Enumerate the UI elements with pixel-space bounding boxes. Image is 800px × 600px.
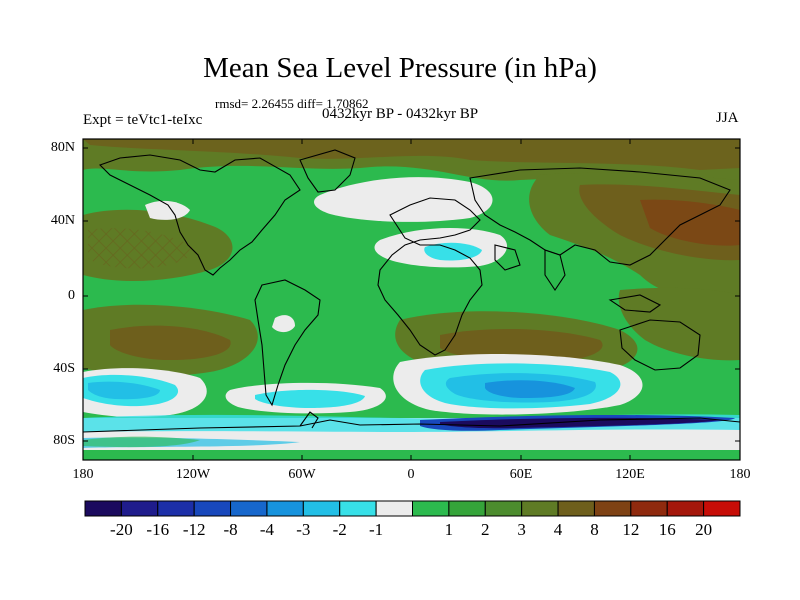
colorbar-swatch — [375, 500, 414, 517]
colorbar-label: -12 — [182, 520, 206, 539]
x-tick-label: 180 — [729, 467, 751, 482]
x-tick-label: 60E — [509, 467, 533, 482]
colorbar-label: -2 — [332, 520, 347, 539]
rmsd-diff-stats: rmsd= 2.26455 diff= 1.70862 — [215, 96, 369, 111]
colorbar-label: 3 — [517, 520, 526, 539]
y-tick-label: 80S — [53, 433, 75, 448]
colorbar-swatch — [302, 500, 341, 517]
contour-fields — [83, 139, 740, 460]
x-tick-label: 180 — [72, 467, 94, 482]
colorbar-swatch — [521, 500, 559, 517]
experiment-label: Expt = teVtc1-teIxc — [83, 112, 203, 128]
y-tick-label: 0 — [68, 288, 75, 303]
colorbar-swatch — [266, 500, 304, 517]
colorbar-label: 8 — [590, 520, 599, 539]
x-tick-label: 60W — [288, 467, 316, 482]
x-tick-label: 0 — [407, 467, 415, 482]
colorbar-swatch — [84, 500, 122, 517]
colorbar-swatch — [593, 500, 632, 517]
axis-ticks — [83, 139, 740, 460]
colorbar-label: -1 — [369, 520, 384, 539]
colorbar-swatch — [339, 500, 377, 517]
colorbar-label: -4 — [259, 520, 275, 539]
period-label: 0432kyr BP - 0432kyr BP — [322, 106, 479, 122]
map-title: Mean Sea Level Pressure (in hPa) — [203, 52, 597, 84]
x-tick-label: 120E — [615, 467, 645, 482]
colorbar-label: 2 — [481, 520, 490, 539]
colorbar-swatch — [666, 500, 705, 517]
colorbar-label: -8 — [223, 520, 238, 539]
colorbar-swatch — [120, 500, 159, 517]
colorbar-label: 4 — [553, 520, 563, 539]
colorbar-label: 1 — [444, 520, 454, 539]
season-label: JJA — [716, 110, 739, 126]
colorbar-swatch — [630, 500, 668, 517]
colorbar — [84, 500, 741, 517]
colorbar-swatch — [703, 500, 741, 517]
coastlines — [83, 149, 740, 433]
colorbar-swatch — [157, 500, 195, 517]
colorbar-label: -20 — [110, 520, 133, 539]
colorbar-swatch — [193, 500, 232, 517]
y-tick-label: 40S — [53, 361, 75, 376]
colorbar-label: 16 — [658, 520, 676, 539]
colorbar-swatch — [557, 500, 595, 517]
colorbar-swatch — [412, 500, 450, 517]
colorbar-label: -3 — [296, 520, 311, 539]
y-tick-label: 40N — [50, 213, 75, 228]
colorbar-label: 12 — [622, 520, 640, 539]
colorbar-swatch — [448, 500, 486, 517]
x-tick-label: 120W — [175, 467, 211, 482]
colorbar-label: 20 — [695, 520, 713, 539]
colorbar-swatch — [230, 500, 268, 517]
y-tick-label: 80N — [50, 140, 75, 155]
colorbar-swatch — [484, 500, 523, 517]
colorbar-label: -16 — [146, 520, 170, 539]
